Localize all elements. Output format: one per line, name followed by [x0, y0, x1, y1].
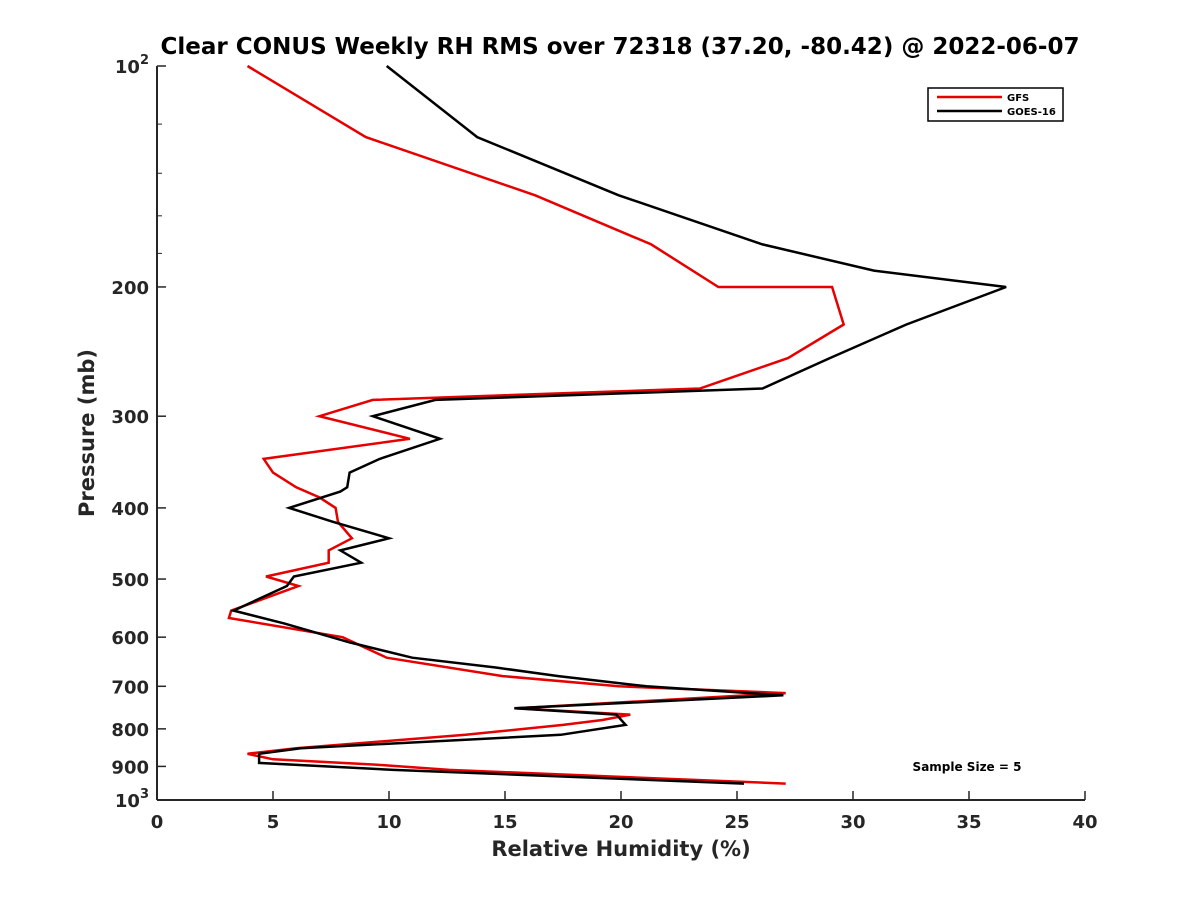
legend: GFS GOES-16	[927, 87, 1064, 122]
y-tick-label: 600	[111, 628, 149, 649]
x-tick-label: 25	[724, 812, 749, 833]
y-tick-label: 700	[111, 677, 149, 698]
x-tick-label: 15	[492, 812, 517, 833]
y-tick-label: 200	[111, 278, 149, 299]
series-layer	[227, 64, 1007, 785]
x-tick-label: 20	[608, 812, 633, 833]
x-tick-label: 35	[956, 812, 981, 833]
y-tick-label: 400	[111, 499, 149, 520]
x-tick-label: 10	[376, 812, 401, 833]
y-tick-label: 102	[115, 53, 149, 78]
x-tick-label: 40	[1072, 812, 1097, 833]
chart-title: Clear CONUS Weekly RH RMS over 72318 (37…	[161, 34, 1080, 60]
legend-label-goes16: GOES-16	[1007, 107, 1056, 118]
y-tick-label: 103	[115, 787, 149, 812]
sample-size-annotation: Sample Size = 5	[913, 760, 1022, 774]
axes-layer: 0 5 10 15 20 25 30 35 40 102 200 300 400 500 600 700 800…	[111, 53, 1097, 833]
legend-label-gfs: GFS	[1007, 93, 1029, 104]
plot-area: 0 5 10 15 20 25 30 35 40 102 200 300 400 500 600 700 800…	[111, 53, 1097, 833]
x-tick-label: 0	[151, 812, 164, 833]
series-line-goes16	[229, 65, 1007, 785]
x-tick-label: 5	[267, 812, 280, 833]
x-axis-label: Relative Humidity (%)	[491, 837, 750, 861]
y-tick-label: 300	[111, 407, 149, 428]
y-axis-label: Pressure (mb)	[75, 349, 99, 517]
series-line-gfs	[227, 64, 846, 785]
y-tick-label: 500	[111, 570, 149, 591]
x-tick-label: 30	[840, 812, 865, 833]
y-tick-label: 900	[111, 757, 149, 778]
y-tick-label: 800	[111, 720, 149, 741]
legend-box	[927, 87, 1064, 122]
